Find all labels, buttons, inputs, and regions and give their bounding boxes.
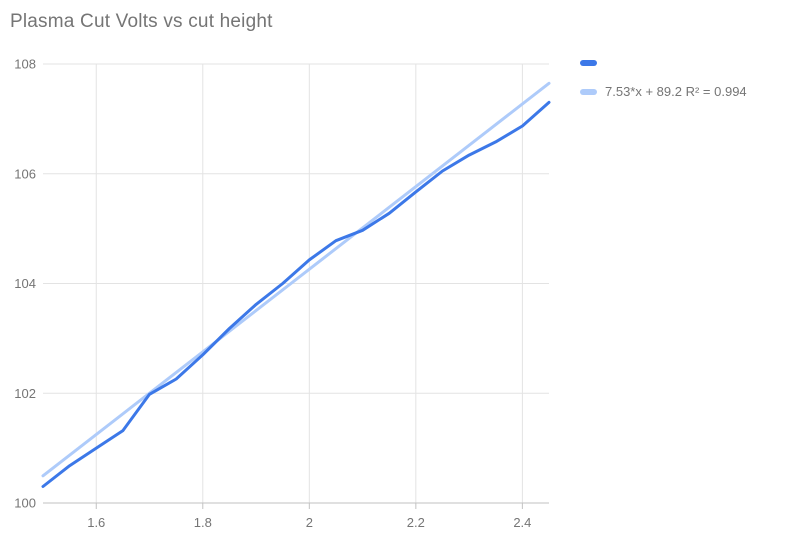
y-tick-label: 102 — [14, 386, 36, 401]
y-tick-label: 106 — [14, 166, 36, 181]
legend-item-trendline[interactable]: 7.53*x + 89.2 R² = 0.994 — [580, 84, 747, 99]
series-color-swatch — [580, 59, 597, 66]
x-tick-label: 2.4 — [513, 515, 531, 530]
x-tick-label: 2.2 — [407, 515, 425, 530]
x-tick-label: 1.8 — [194, 515, 212, 530]
legend-trendline-label: 7.53*x + 89.2 R² = 0.994 — [605, 84, 747, 99]
legend-item-series[interactable] — [580, 56, 747, 69]
y-tick-label: 100 — [14, 496, 36, 511]
x-tick-label: 1.6 — [87, 515, 105, 530]
x-tick-label: 2 — [306, 515, 313, 530]
chart-title: Plasma Cut Volts vs cut height — [10, 11, 273, 32]
trendline-path — [41, 81, 551, 478]
trendline-color-swatch — [580, 88, 597, 95]
y-tick-label: 104 — [14, 276, 36, 291]
y-tick-label: 108 — [14, 57, 36, 72]
chart-legend: 7.53*x + 89.2 R² = 0.994 — [580, 56, 747, 99]
series-line-path — [41, 100, 551, 488]
